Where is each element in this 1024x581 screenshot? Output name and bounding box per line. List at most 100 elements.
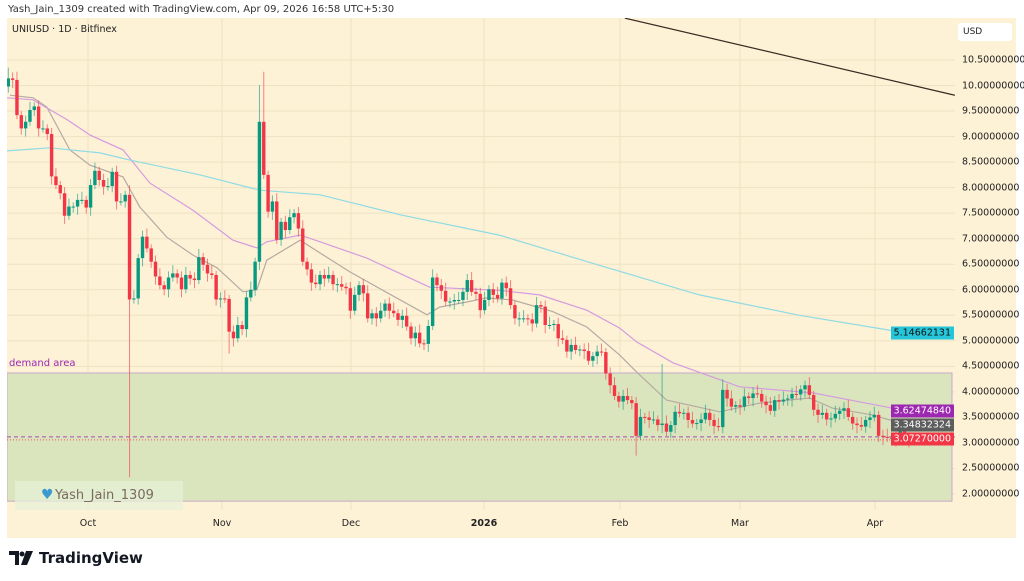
candle-body bbox=[508, 288, 513, 306]
tradingview-logo[interactable]: TradingView bbox=[9, 549, 143, 567]
candle-body bbox=[179, 277, 184, 290]
symbol-label[interactable]: UNIUSD · 1D · Bitfinex bbox=[12, 24, 117, 35]
candle-body bbox=[617, 395, 621, 402]
candle-body bbox=[309, 269, 314, 283]
candle-body bbox=[435, 277, 439, 286]
candle-body bbox=[764, 401, 768, 406]
candle-body bbox=[794, 393, 799, 395]
candle-body bbox=[153, 261, 158, 277]
candle-body bbox=[409, 326, 413, 339]
candle-body bbox=[638, 416, 643, 436]
candle-body bbox=[855, 423, 859, 426]
candle-body bbox=[175, 273, 179, 278]
candle-body bbox=[188, 274, 192, 279]
candle-body bbox=[171, 273, 175, 278]
time-tick-label: 2026 bbox=[470, 518, 498, 529]
candle-body bbox=[595, 351, 599, 357]
candle-body bbox=[292, 213, 296, 218]
candle-body bbox=[201, 257, 205, 265]
candle-body bbox=[28, 110, 32, 122]
candle-body bbox=[106, 186, 110, 188]
candle-body bbox=[734, 405, 738, 407]
chart-credit: Yash_Jain_1309 created with TradingView.… bbox=[8, 4, 395, 15]
demand-area-label: demand area bbox=[9, 358, 76, 369]
candle-body bbox=[807, 385, 812, 395]
last-price-tag: 3.07270000 bbox=[890, 432, 954, 446]
candle-body bbox=[816, 409, 820, 415]
candle-body bbox=[422, 343, 426, 345]
candle-body bbox=[119, 201, 123, 203]
candle-body bbox=[456, 299, 461, 301]
candle-body bbox=[283, 221, 288, 231]
candle-body bbox=[491, 289, 495, 295]
candle-body bbox=[23, 121, 28, 129]
candle-body bbox=[465, 280, 469, 292]
watermark-text: Yash_Jain_1309 bbox=[55, 488, 154, 503]
candle-body bbox=[443, 290, 448, 302]
candle-body bbox=[699, 419, 703, 424]
candle-body bbox=[448, 301, 452, 303]
candle-body bbox=[400, 315, 405, 320]
candle-body bbox=[270, 201, 275, 212]
candle-body bbox=[335, 284, 340, 286]
candle-body bbox=[62, 193, 67, 216]
candle-body bbox=[149, 248, 153, 262]
ma-short-price-tag: 3.34832324 bbox=[890, 418, 954, 432]
candle-body bbox=[391, 310, 396, 314]
candle-body bbox=[755, 393, 760, 395]
candle-body bbox=[430, 277, 435, 327]
candle-body bbox=[708, 412, 712, 420]
price-tick-label: 9.50000000 bbox=[962, 105, 1020, 117]
candle-body bbox=[36, 106, 41, 129]
candle-body bbox=[798, 389, 803, 395]
candle-body bbox=[404, 315, 409, 327]
candle-body bbox=[75, 199, 80, 207]
candle-body bbox=[664, 423, 669, 432]
candle-body bbox=[521, 318, 526, 320]
candle-body bbox=[318, 274, 322, 285]
candle-body bbox=[331, 274, 335, 285]
candle-body bbox=[49, 134, 54, 177]
candle-body bbox=[218, 298, 223, 300]
candle-body bbox=[288, 217, 292, 231]
candle-body bbox=[192, 278, 197, 281]
price-tick-label: 3.50000000 bbox=[962, 411, 1020, 423]
candle-body bbox=[634, 403, 638, 436]
candle-body bbox=[539, 305, 543, 307]
candle-body bbox=[387, 303, 392, 311]
candle-body bbox=[244, 297, 249, 330]
candle-body bbox=[690, 419, 695, 424]
candle-body bbox=[881, 435, 885, 437]
candle-body bbox=[885, 436, 889, 438]
candle-body bbox=[88, 185, 93, 208]
candle-body bbox=[695, 423, 699, 425]
candle-body bbox=[145, 236, 149, 249]
candle-body bbox=[868, 417, 872, 420]
candle-body bbox=[811, 394, 816, 410]
candle-body bbox=[677, 411, 682, 414]
candle-body bbox=[71, 206, 75, 208]
candle-body bbox=[773, 400, 777, 411]
candle-body bbox=[781, 399, 786, 402]
candle-body bbox=[353, 294, 357, 311]
candle-body bbox=[210, 273, 214, 275]
author-watermark: ♥ Yash_Jain_1309 bbox=[15, 481, 183, 510]
candle-body bbox=[348, 288, 353, 311]
candle-body bbox=[101, 179, 106, 187]
time-tick-label: Mar bbox=[731, 518, 749, 529]
price-tick-label: 8.00000000 bbox=[962, 182, 1020, 194]
currency-button[interactable]: USD bbox=[958, 23, 1012, 41]
price-tick-label: 2.00000000 bbox=[962, 488, 1020, 500]
candle-body bbox=[214, 274, 218, 300]
candle-body bbox=[378, 310, 383, 319]
candle-body bbox=[249, 289, 253, 298]
candle-body bbox=[573, 344, 578, 351]
candle-body bbox=[850, 416, 855, 424]
candle-body bbox=[357, 285, 361, 295]
candle-body bbox=[768, 405, 773, 411]
candle-body bbox=[322, 274, 327, 279]
candle-body bbox=[569, 344, 573, 352]
candle-body bbox=[876, 414, 881, 436]
candle-body bbox=[439, 285, 443, 291]
